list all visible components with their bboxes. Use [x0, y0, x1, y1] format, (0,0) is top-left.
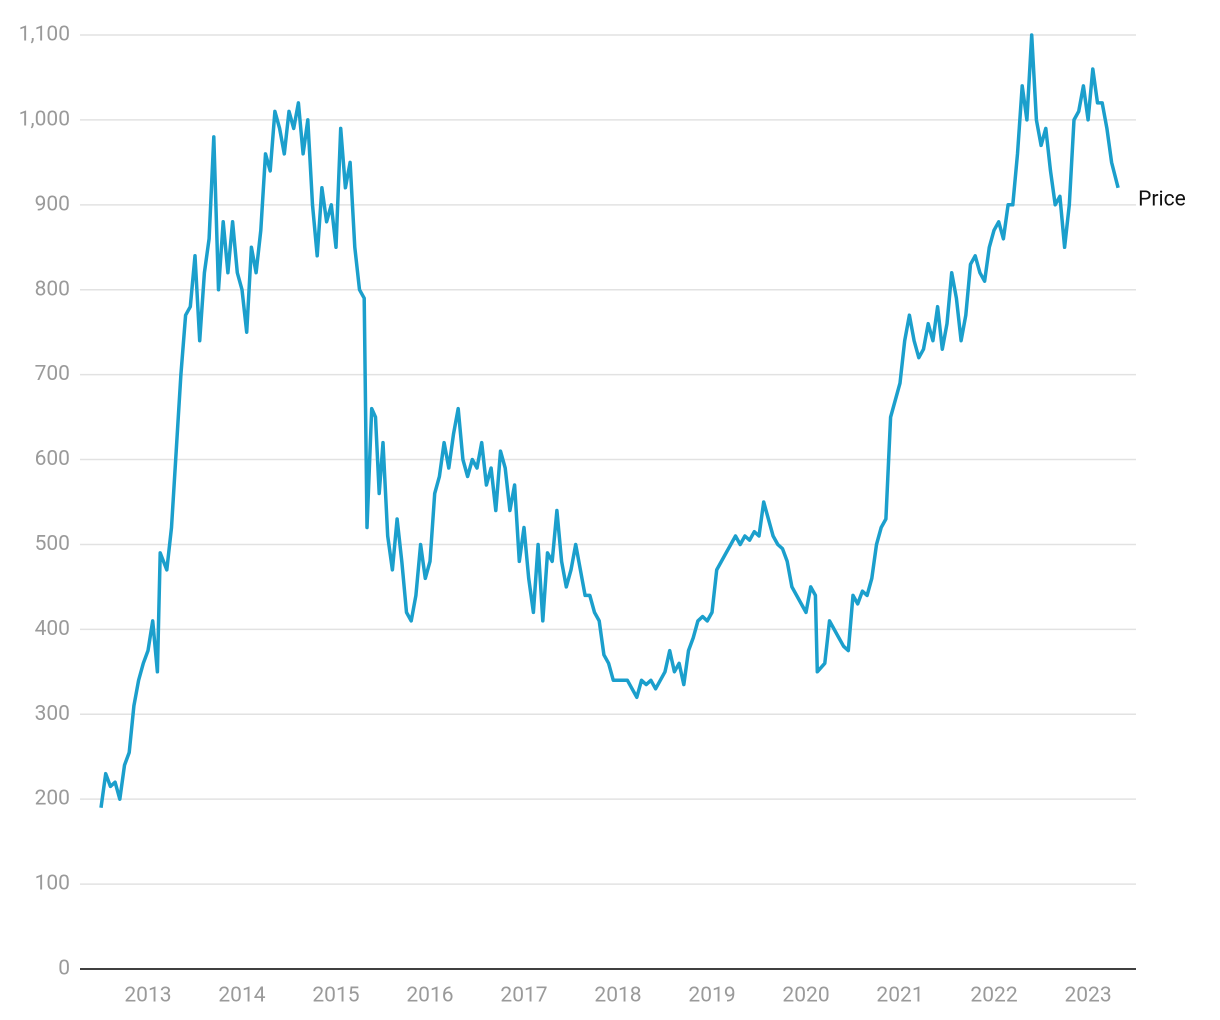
- y-tick-label: 900: [35, 192, 70, 216]
- y-tick-label: 600: [35, 447, 70, 471]
- y-tick-label: 1,000: [19, 107, 70, 131]
- y-tick-label: 100: [35, 872, 70, 896]
- y-tick-label: 1,100: [19, 23, 70, 47]
- y-tick-label: 300: [35, 702, 70, 726]
- x-tick-label: 2017: [500, 984, 547, 1008]
- y-tick-label: 200: [35, 787, 70, 811]
- y-tick-label: 700: [35, 362, 70, 386]
- x-tick-label: 2016: [406, 984, 453, 1008]
- x-tick-label: 2022: [970, 984, 1017, 1008]
- x-tick-label: 2018: [594, 984, 641, 1008]
- y-tick-label: 800: [35, 277, 70, 301]
- y-tick-label: 500: [35, 532, 70, 556]
- y-tick-label: 0: [58, 957, 70, 981]
- x-tick-label: 2019: [688, 984, 735, 1008]
- x-tick-label: 2014: [218, 984, 265, 1008]
- series-label: Price: [1138, 187, 1186, 211]
- x-tick-label: 2015: [312, 984, 359, 1008]
- x-tick-label: 2023: [1064, 984, 1111, 1008]
- x-tick-label: 2020: [782, 984, 829, 1008]
- x-tick-label: 2013: [124, 984, 171, 1008]
- y-tick-label: 400: [35, 617, 70, 641]
- x-tick-label: 2021: [876, 984, 923, 1008]
- price-line: [99, 33, 1120, 808]
